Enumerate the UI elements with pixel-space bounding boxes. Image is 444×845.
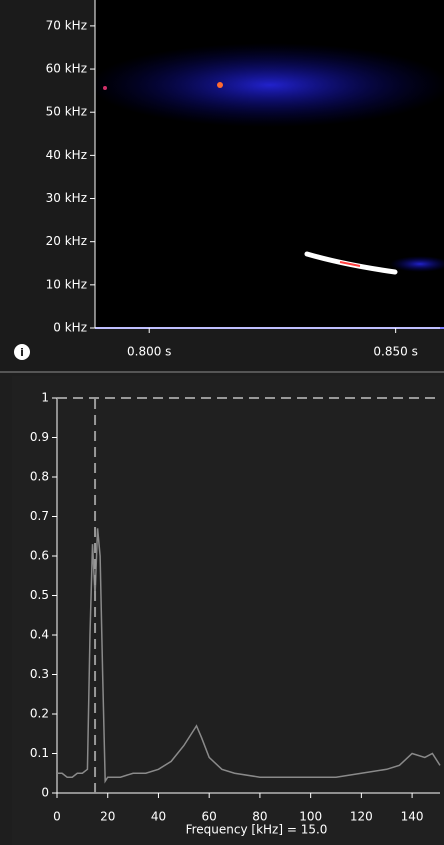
y-tick-label: 0 — [41, 786, 49, 800]
noise-band — [90, 43, 444, 127]
y-tick-label: 0.2 — [30, 707, 49, 721]
hot-spot — [103, 86, 107, 90]
x-tick-label: 120 — [350, 810, 373, 824]
info-glyph: i — [20, 346, 24, 359]
y-tick-label: 0.9 — [30, 430, 49, 444]
info-icon[interactable] — [14, 344, 30, 360]
y-tick-label: 0.6 — [30, 549, 49, 563]
y-tick-label: 0.1 — [30, 746, 49, 760]
x-axis-label: Frequency [kHz] = 15.0 — [186, 823, 328, 837]
y-tick-label: 70 kHz — [46, 18, 87, 32]
y-tick-label: 0.8 — [30, 470, 49, 484]
bottom-panel — [12, 376, 444, 845]
y-tick-label: 0.4 — [30, 628, 49, 642]
x-tick-label: 20 — [100, 810, 115, 824]
x-tick-label: 60 — [202, 810, 217, 824]
x-tick-label: 0.800 s — [127, 345, 171, 359]
noise-blob — [390, 256, 444, 272]
y-tick-label: 20 kHz — [46, 234, 87, 248]
x-tick-label: 140 — [401, 810, 424, 824]
y-tick-label: 30 kHz — [46, 191, 87, 205]
y-tick-label: 0.3 — [30, 667, 49, 681]
x-tick-label: 40 — [151, 810, 166, 824]
y-tick-label: 60 kHz — [46, 62, 87, 76]
y-tick-label: 0 kHz — [53, 321, 87, 335]
y-tick-label: 0.7 — [30, 509, 49, 523]
y-tick-label: 0.5 — [30, 588, 49, 602]
chirp-core — [339, 261, 361, 267]
x-tick-label: 0.850 s — [373, 345, 417, 359]
y-tick-label: 40 kHz — [46, 148, 87, 162]
x-tick-label: 0 — [53, 810, 61, 824]
x-tick-label: 80 — [252, 810, 267, 824]
x-tick-label: 100 — [299, 810, 322, 824]
y-tick-label: 10 kHz — [46, 277, 87, 291]
y-tick-label: 50 kHz — [46, 105, 87, 119]
spectrum-line — [57, 528, 441, 784]
y-tick-label: 1 — [41, 391, 49, 405]
hot-spot — [217, 82, 223, 88]
